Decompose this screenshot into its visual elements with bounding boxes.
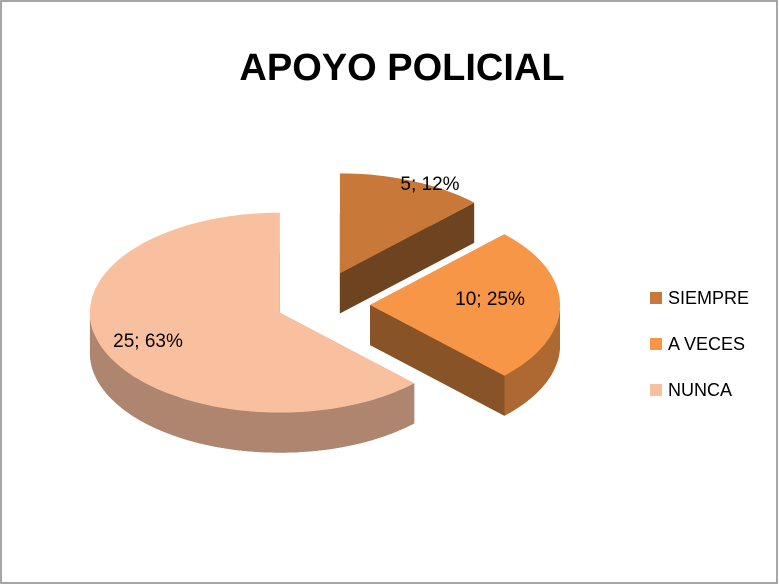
slice-side xyxy=(89,312,415,453)
legend-swatch xyxy=(650,384,662,396)
legend-label: A VECES xyxy=(668,334,745,354)
pie-slice xyxy=(370,234,560,416)
slice-wall xyxy=(370,305,505,416)
pie-slice xyxy=(339,173,475,314)
legend-label: SIEMPRE xyxy=(668,288,749,308)
slice-wall xyxy=(339,202,475,314)
data-label: 25; 63% xyxy=(113,331,183,352)
data-label: 10; 25% xyxy=(455,289,525,310)
slice-top xyxy=(370,234,560,376)
legend-swatch xyxy=(650,292,662,304)
legend-label: NUNCA xyxy=(668,380,732,400)
slice-top xyxy=(89,212,415,413)
pie-slice xyxy=(89,212,415,453)
legend-swatch xyxy=(650,338,662,350)
slice-top xyxy=(339,173,475,274)
slice-side xyxy=(504,305,560,416)
data-label: 5; 12% xyxy=(400,174,459,195)
chart-title: APOYO POLICIAL xyxy=(239,47,564,89)
